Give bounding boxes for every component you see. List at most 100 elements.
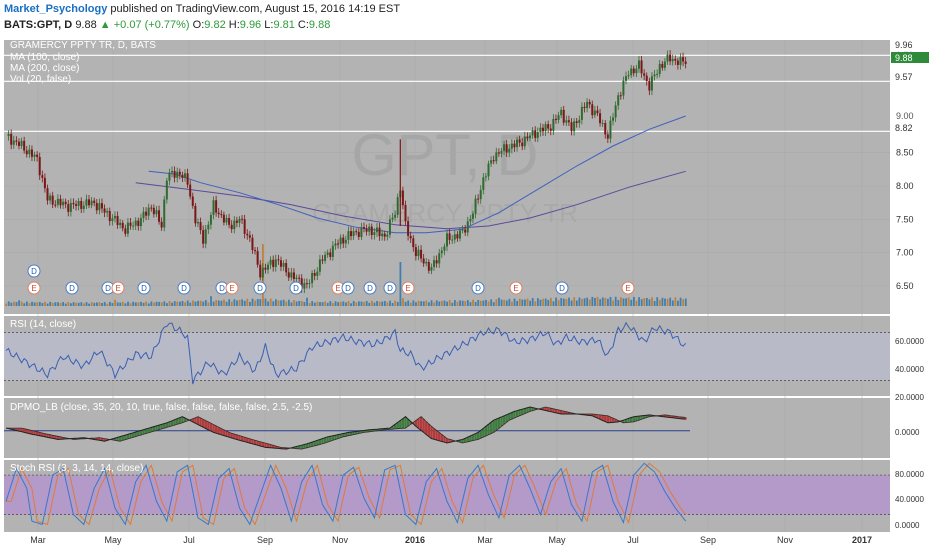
candle-body (165, 180, 168, 200)
candle-body (562, 109, 565, 123)
volume-bar (568, 297, 570, 306)
volume-bar (666, 298, 669, 306)
volume-bar (46, 303, 49, 306)
stoch-tick: 0.0000 (895, 521, 920, 530)
volume-bar (249, 301, 251, 306)
candle-body (171, 171, 174, 173)
earnings-marker-circle (111, 281, 125, 295)
candle-body (448, 233, 451, 240)
volume-bar (256, 299, 259, 306)
candle-body (98, 203, 101, 211)
legend-ma100[interactable]: MA (100, close) (10, 52, 79, 63)
volume-bar (464, 301, 467, 306)
volume-bar (228, 299, 231, 306)
volume-bar (147, 303, 150, 306)
dividend-marker-letter: D (475, 284, 481, 293)
candle-body (422, 258, 425, 264)
publisher-link[interactable]: Market_Psychology (4, 3, 108, 15)
dividend-marker-circle (383, 281, 397, 295)
legend-ma200[interactable]: MA (200, close) (10, 63, 79, 74)
volume-bar (620, 297, 622, 306)
volume-bar (383, 301, 386, 306)
volume-bar (472, 299, 474, 306)
volume-bar (482, 300, 485, 306)
volume-bar (438, 301, 441, 306)
volume-bar (127, 301, 129, 306)
legend-vol[interactable]: Vol (20, false) (10, 74, 71, 85)
volume-bar (18, 300, 20, 306)
stoch-band (4, 475, 890, 515)
candle-body (554, 118, 557, 121)
volume-bar (630, 299, 633, 306)
volume-bar (389, 300, 391, 306)
volume-bar (653, 300, 656, 306)
volume-bar (671, 300, 674, 306)
candle-body (329, 252, 332, 257)
candle-body (479, 189, 482, 200)
volume-bar (62, 301, 65, 306)
dpmo-title[interactable]: DPMO_LB (close, 35, 20, 10, true, false,… (10, 402, 312, 413)
candle-body (503, 144, 506, 152)
volume-bar (658, 299, 661, 306)
dividend-marker-circle (341, 281, 355, 295)
price-axis[interactable] (890, 40, 932, 532)
candle-body (350, 231, 353, 237)
candle-body (443, 246, 446, 251)
volume-bar (526, 298, 529, 306)
volume-bar (38, 301, 41, 306)
volume-bar (643, 298, 646, 306)
candle-body (440, 250, 443, 254)
candle-body (453, 234, 456, 240)
candle-body (682, 57, 685, 62)
candle-body (69, 202, 72, 212)
volume-bar (160, 302, 163, 306)
volume-bar (132, 301, 135, 306)
volume-bar (456, 301, 459, 306)
candle-body (295, 277, 298, 279)
volume-bar (251, 298, 254, 306)
candle-body (427, 261, 430, 271)
candle-body (632, 68, 635, 74)
dpmo-signal-line (6, 406, 686, 450)
dividend-marker-letter: D (559, 284, 565, 293)
volume-bar (103, 301, 106, 306)
volume-bar (233, 299, 236, 306)
rsi-title[interactable]: RSI (14, close) (10, 319, 76, 330)
volume-bar (243, 300, 246, 306)
volume-bar (274, 299, 277, 306)
volume-bar (15, 302, 18, 306)
candle-body (38, 156, 41, 176)
volume-bar (415, 302, 417, 306)
volume-bar (363, 301, 365, 306)
time-axis[interactable] (0, 532, 932, 550)
earnings-marker-letter: E (31, 284, 36, 293)
candle-body (46, 188, 49, 201)
candle-body (342, 237, 345, 244)
volume-bar (134, 302, 137, 306)
candle-body (456, 234, 459, 239)
candle-body (103, 208, 106, 213)
volume-bar (339, 301, 342, 306)
candle-body (529, 135, 532, 139)
price-pane[interactable] (4, 40, 890, 314)
candle-body (531, 130, 534, 136)
candle-body (313, 272, 316, 276)
candle-body (355, 231, 358, 233)
candle-body (300, 278, 303, 289)
volume-bar (215, 300, 218, 306)
candle-body (547, 124, 550, 129)
stoch-d-line (6, 462, 687, 526)
stoch-title[interactable]: Stoch RSI (3, 3, 14, 14, close) (10, 463, 143, 474)
volume-bar (604, 297, 607, 306)
volume-bar (627, 297, 630, 306)
candle-body (575, 121, 578, 124)
legend-title[interactable]: GRAMERCY PPTY TR, D, BATS (10, 40, 156, 51)
volume-bar (179, 301, 181, 306)
candle-body (88, 199, 91, 206)
candle-body (360, 227, 363, 238)
volume-bar (498, 297, 500, 306)
earnings-marker-letter: E (335, 284, 340, 293)
candle-body (64, 201, 67, 205)
candle-body (204, 229, 207, 244)
